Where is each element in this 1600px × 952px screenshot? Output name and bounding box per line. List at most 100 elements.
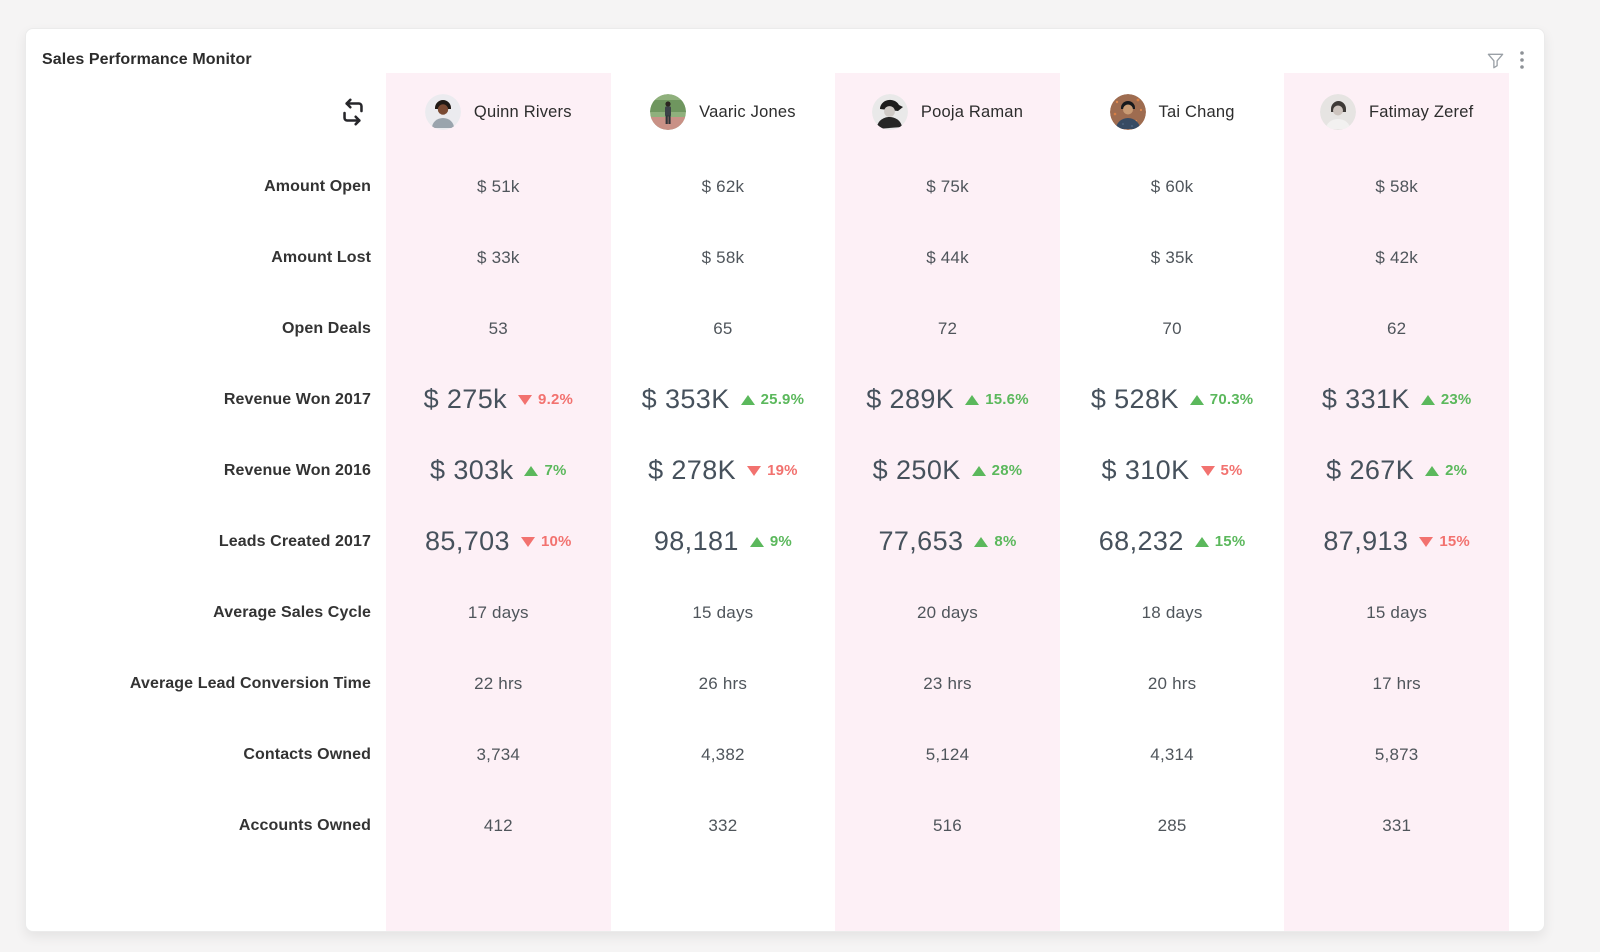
- cell-accounts-owned: 331: [1284, 790, 1509, 861]
- avatar: [424, 94, 461, 130]
- cell-revenue-won-2016: $ 250K 28%: [835, 435, 1060, 506]
- cell-accounts-owned: 516: [835, 790, 1060, 861]
- avatar: [650, 94, 687, 130]
- value: 5,124: [925, 744, 970, 764]
- value: $ 60k: [1150, 176, 1194, 196]
- avatar: [1109, 94, 1146, 130]
- value: 285: [1157, 815, 1187, 835]
- value: $ 58k: [701, 247, 745, 267]
- value: $ 58k: [1375, 176, 1418, 196]
- metric-label-open-deals: Open Deals: [281, 319, 371, 337]
- trend-percent: 23%: [1440, 391, 1472, 408]
- sales-performance-widget: Sales Performance Monitor: [25, 28, 1545, 932]
- person-column-fatimay-zeref: Fatimay Zeref $ 58k $ 42k 62 $ 331K 23% …: [1284, 73, 1509, 931]
- cell-amount-lost: $ 42k: [1284, 222, 1509, 293]
- value: $ 75k: [926, 176, 969, 196]
- cell-open-deals: 65: [611, 293, 836, 364]
- value: 26 hrs: [698, 673, 748, 693]
- metric-label-amount-open: Amount Open: [264, 177, 371, 195]
- person-name: Quinn Rivers: [473, 102, 572, 121]
- cell-contacts-owned: 4,314: [1060, 719, 1285, 790]
- cell-amount-lost: $ 44k: [835, 222, 1060, 293]
- value: 17 hrs: [1372, 673, 1421, 693]
- cell-amount-open: $ 51k: [386, 151, 611, 222]
- value: 17 days: [467, 602, 529, 622]
- person-name: Tai Chang: [1158, 102, 1235, 121]
- person-name: Fatimay Zeref: [1368, 102, 1474, 121]
- trend-up-icon: [1425, 465, 1440, 476]
- value: $ 528K: [1090, 384, 1179, 414]
- cell-amount-open: $ 75k: [835, 151, 1060, 222]
- trend-percent: 9%: [769, 533, 792, 550]
- trend-down-icon: [518, 394, 533, 405]
- cell-revenue-won-2016: $ 267K 2%: [1284, 435, 1509, 506]
- cell-open-deals: 62: [1284, 293, 1509, 364]
- value: 15 days: [692, 602, 754, 622]
- cell-revenue-won-2017: $ 331K 23%: [1284, 364, 1509, 435]
- trend-down-icon: [747, 465, 762, 476]
- cell-amount-open: $ 62k: [611, 151, 836, 222]
- person-column-tai-chang: Tai Chang $ 60k $ 35k 70 $ 528K 70.3% $ …: [1060, 73, 1285, 931]
- cell-revenue-won-2016: $ 310K 5%: [1060, 435, 1285, 506]
- trend-up-icon: [524, 465, 539, 476]
- cell-open-deals: 70: [1060, 293, 1285, 364]
- value: 98,181: [653, 526, 739, 556]
- metric-label-contacts-owned: Contacts Owned: [243, 745, 371, 763]
- value: $ 278K: [648, 455, 737, 485]
- swap-axes-icon[interactable]: [335, 94, 371, 130]
- trend-up-icon: [971, 465, 986, 476]
- person-column-vaaric-jones: Vaaric Jones $ 62k $ 58k 65 $ 353K 25.9%…: [611, 73, 836, 931]
- value: 62: [1387, 318, 1407, 338]
- trend-percent: 15.6%: [985, 391, 1029, 408]
- value: $ 267K: [1326, 455, 1415, 485]
- cell-average-sales-cycle: 17 days: [386, 577, 611, 648]
- cell-average-lead-conversion-time: 22 hrs: [386, 648, 611, 719]
- value: $ 250K: [872, 455, 961, 485]
- trend-up-icon: [1194, 536, 1209, 547]
- trend-percent: 7%: [544, 462, 567, 479]
- trend-percent: 9.2%: [538, 391, 574, 408]
- value: 3,734: [476, 744, 521, 764]
- value: $ 42k: [1375, 247, 1418, 267]
- cell-revenue-won-2016: $ 303k 7%: [386, 435, 611, 506]
- trend-up-icon: [1189, 394, 1204, 405]
- value: 65: [713, 318, 733, 338]
- value: $ 353K: [641, 384, 730, 414]
- value: 85,703: [424, 526, 510, 556]
- value: $ 51k: [477, 176, 520, 196]
- metric-label-amount-lost: Amount Lost: [271, 248, 371, 266]
- cell-average-sales-cycle: 15 days: [611, 577, 836, 648]
- value: 23 hrs: [923, 673, 972, 693]
- cell-average-lead-conversion-time: 17 hrs: [1284, 648, 1509, 719]
- cell-revenue-won-2017: $ 353K 25.9%: [611, 364, 836, 435]
- value: 4,382: [701, 744, 745, 764]
- cell-amount-lost: $ 58k: [611, 222, 836, 293]
- trend-up-icon: [740, 394, 755, 405]
- metric-label-column: Amount Open Amount Lost Open Deals Reven…: [26, 73, 386, 931]
- value: 68,232: [1098, 526, 1184, 556]
- value: $ 33k: [477, 247, 520, 267]
- cell-contacts-owned: 5,873: [1284, 719, 1509, 790]
- metric-label-leads-created-2017: Leads Created 2017: [218, 532, 371, 550]
- person-column-pooja-raman: Pooja Raman $ 75k $ 44k 72 $ 289K 15.6% …: [835, 73, 1060, 931]
- cell-average-lead-conversion-time: 26 hrs: [611, 648, 836, 719]
- value: 331: [1382, 815, 1412, 835]
- value: $ 275k: [423, 384, 508, 414]
- value: 70: [1162, 318, 1182, 338]
- cell-revenue-won-2017: $ 528K 70.3%: [1060, 364, 1285, 435]
- value: $ 44k: [926, 247, 969, 267]
- cell-open-deals: 53: [386, 293, 611, 364]
- widget-actions: [1486, 51, 1528, 70]
- kebab-menu-icon[interactable]: [1520, 51, 1524, 69]
- widget-title: Sales Performance Monitor: [42, 51, 252, 68]
- cell-accounts-owned: 412: [386, 790, 611, 861]
- transpose-header-cell: [26, 73, 386, 151]
- person-header: Quinn Rivers: [386, 73, 611, 151]
- cell-amount-open: $ 60k: [1060, 151, 1285, 222]
- cell-leads-created-2017: 68,232 15%: [1060, 506, 1285, 577]
- metric-label-average-lead-conversion-time: Average Lead Conversion Time: [129, 674, 371, 692]
- cell-leads-created-2017: 87,913 15%: [1284, 506, 1509, 577]
- value: $ 331K: [1321, 384, 1410, 414]
- person-header: Tai Chang: [1060, 73, 1285, 151]
- filter-icon[interactable]: [1486, 51, 1505, 70]
